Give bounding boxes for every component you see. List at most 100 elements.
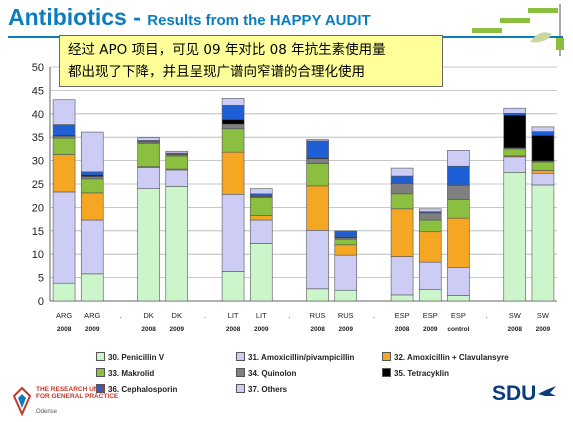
bar-segment-33 <box>447 199 470 219</box>
y-tick-label: 40 <box>32 109 44 121</box>
bar-segment-36 <box>221 105 245 120</box>
bar-segment-36 <box>306 140 329 159</box>
bar-segment-32 <box>390 208 414 257</box>
bar-segment-37 <box>52 99 76 125</box>
bar-segment-32 <box>334 244 358 256</box>
bar-segment-37 <box>503 107 527 114</box>
bar-segment-30 <box>306 288 329 302</box>
x-tick-label-year: 2008 <box>57 326 72 333</box>
bar-segment-30 <box>418 288 442 302</box>
x-tick-label-year: 2009 <box>254 326 269 333</box>
x-tick-label-year: 2009 <box>170 326 185 333</box>
bar-segment-33 <box>390 193 414 210</box>
logo-city: Odense <box>36 409 58 415</box>
logo-text-1: THE RESEARCH UNIT <box>36 386 105 393</box>
bar-segment-33 <box>503 148 527 157</box>
bar-segment-37 <box>390 167 414 177</box>
bar-segment-37 <box>249 188 273 195</box>
staircase-decoration <box>472 4 564 56</box>
x-tick-label-year: 2008 <box>508 326 523 333</box>
bar-segment-33 <box>531 161 555 171</box>
x-tick-label-country: SW <box>509 311 522 320</box>
y-tick-label: 10 <box>32 249 44 261</box>
bar-segment-32 <box>306 185 329 231</box>
bar-segment-30 <box>334 289 358 302</box>
x-tick-label-country: DK <box>143 311 153 320</box>
y-tick-label: 0 <box>38 296 44 308</box>
note-line-1: 经过 APO 项目，可见 09 年对比 08 年抗生素使用量 <box>68 42 386 58</box>
bar-segment-36 <box>80 171 104 176</box>
bar-segment-31 <box>531 172 555 186</box>
y-tick-label: 45 <box>32 85 44 97</box>
x-tick-label-country: ESP <box>423 311 438 320</box>
y-tick-label: 5 <box>38 273 44 285</box>
research-unit-logo: THE RESEARCH UNIT FOR GENERAL PRACTICE O… <box>12 386 152 420</box>
bar-segment-31 <box>390 256 414 296</box>
y-tick-label: 30 <box>32 156 44 168</box>
bar-segment-34 <box>80 176 104 180</box>
x-tick-label-country: RUS <box>310 311 326 320</box>
x-tick-label-year: 2008 <box>395 326 410 333</box>
bar-segment-36 <box>52 124 76 136</box>
bar-segment-30 <box>390 294 414 302</box>
x-tick-label-country: ARG <box>84 311 100 320</box>
x-tick-label-year: 2009 <box>423 326 438 333</box>
bar-segment-33 <box>418 219 442 233</box>
x-tick-label-year: control <box>447 326 469 333</box>
x-tick-label-country: ESP <box>451 311 466 320</box>
bar-segment-33 <box>52 137 76 155</box>
bar-segment-30 <box>165 186 189 302</box>
bar-segment-32 <box>447 217 470 268</box>
bar-segment-30 <box>80 273 104 302</box>
bar-segment-33 <box>80 178 104 194</box>
bar-segment-35 <box>531 135 555 162</box>
bar-segment-31 <box>137 167 160 189</box>
bar-segment-34 <box>221 123 245 130</box>
x-tick-label-country: ESP <box>395 311 410 320</box>
bar-segment-36 <box>531 131 555 136</box>
bar-segment-37 <box>221 98 245 106</box>
x-tick-label-year: 2009 <box>85 326 100 333</box>
sdu-logo: SDU <box>492 382 558 406</box>
bar-segment-31 <box>221 193 245 272</box>
note-line-2: 都出现了下降，并且呈现广谱向窄谱的合理化使用 <box>68 64 365 80</box>
bar-segment-34 <box>306 158 329 164</box>
x-tick-label-country: LIT <box>256 311 267 320</box>
bar-segment-31 <box>306 230 329 290</box>
bar-segment-32 <box>249 215 273 221</box>
x-tick-label-country: RUS <box>338 311 354 320</box>
bar-segment-34 <box>447 185 470 200</box>
bar-segment-31 <box>80 219 104 275</box>
x-tick-label-country: . <box>373 311 375 320</box>
bar-segment-30 <box>503 172 527 302</box>
bar-segment-33 <box>221 128 245 153</box>
bar-segment-32 <box>418 231 442 263</box>
bar-segment-37 <box>418 208 442 212</box>
bar-segment-31 <box>52 191 76 284</box>
bar-segment-33 <box>249 197 273 216</box>
x-tick-label-country: LIT <box>228 311 239 320</box>
bar-segment-37 <box>80 131 104 173</box>
x-tick-label-country: . <box>288 311 290 320</box>
y-tick-label: 50 <box>32 62 44 74</box>
logo-text-2: FOR GENERAL PRACTICE <box>36 393 119 400</box>
bar-segment-31 <box>165 169 189 187</box>
bar-segment-35 <box>503 114 527 149</box>
bar-segment-36 <box>390 175 414 184</box>
bar-segment-31 <box>503 156 527 173</box>
y-tick-label: 25 <box>32 179 44 191</box>
title-subtitle: Results from the HAPPY AUDIT <box>147 12 371 29</box>
research-unit-emblem-icon <box>12 386 32 416</box>
bar-segment-30 <box>137 188 160 302</box>
annotation-note: 经过 APO 项目，可见 09 年对比 08 年抗生素使用量 都出现了下降，并且… <box>59 35 443 87</box>
bar-segment-30 <box>221 271 245 302</box>
bar-segment-37 <box>531 126 555 132</box>
bar-segment-33 <box>334 238 358 246</box>
bar-segment-31 <box>418 261 442 290</box>
bar-segment-37 <box>137 137 160 141</box>
bar-segment-33 <box>165 155 189 170</box>
x-tick-label-country: SW <box>537 311 550 320</box>
bar-segment-32 <box>80 192 104 221</box>
bar-segment-32 <box>531 170 555 174</box>
